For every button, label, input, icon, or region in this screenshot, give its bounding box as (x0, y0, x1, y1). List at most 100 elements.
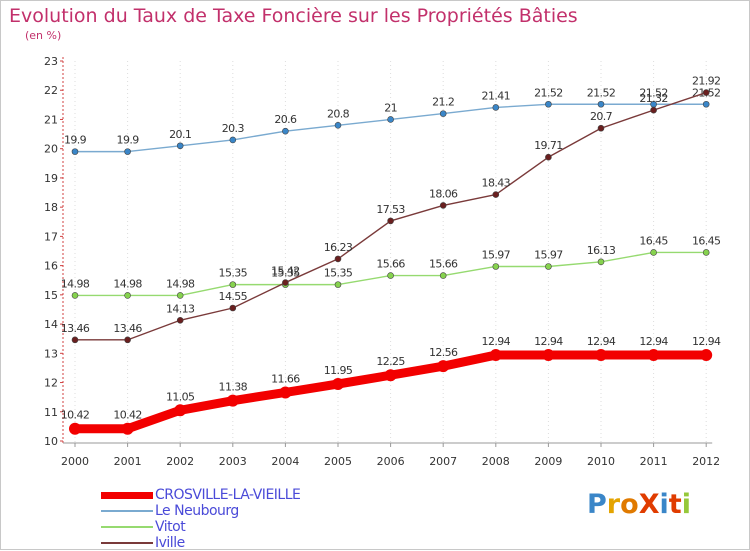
data-label-iville-2009: 19.71 (534, 139, 563, 152)
x-tick-label-2007: 2007 (429, 455, 457, 468)
data-label-iville-2010: 20.7 (590, 110, 613, 123)
point-vitot-2002 (176, 292, 184, 299)
legend-swatch-vitot (101, 526, 153, 528)
point-iville-2005 (334, 255, 342, 263)
y-tick-label-21: 21 (44, 113, 58, 126)
point-le-neubourg-2007 (439, 110, 447, 117)
y-tick-label-22: 22 (44, 84, 58, 97)
x-tick-label-2008: 2008 (482, 455, 510, 468)
point-vitot-2007 (439, 272, 447, 279)
data-label-le-neubourg-2002: 20.1 (169, 128, 191, 141)
point-vitot-2001 (124, 292, 131, 299)
x-tick-label-2005: 2005 (324, 455, 352, 468)
data-label-crosville-la-vieille-2008: 12.94 (482, 335, 511, 348)
point-iville-2011 (650, 106, 657, 114)
y-tick-label-23: 23 (44, 55, 58, 68)
x-tick-label-2009: 2009 (534, 455, 562, 468)
data-label-vitot-2006: 15.66 (376, 258, 405, 271)
point-le-neubourg-2010 (597, 100, 605, 108)
y-tick-label-19: 19 (44, 172, 58, 185)
data-label-crosville-la-vieille-2004: 11.66 (271, 372, 300, 385)
y-tick-label-15: 15 (44, 289, 58, 302)
chart-title: Evolution du Taux de Taxe Foncière sur l… (9, 5, 578, 27)
legend-label-iville: Iville (155, 535, 185, 551)
point-iville-2006 (387, 217, 394, 225)
x-tick-label-2011: 2011 (640, 455, 668, 468)
point-vitot-2000 (71, 292, 79, 299)
point-crosville-la-vieille-2002 (174, 404, 187, 417)
data-label-crosville-la-vieille-2010: 12.94 (587, 335, 616, 348)
y-tick-label-16: 16 (44, 260, 58, 273)
point-iville-2008 (492, 191, 500, 198)
data-label-le-neubourg-2006: 21 (384, 101, 397, 114)
y-tick-label-17: 17 (44, 230, 58, 243)
point-vitot-2010 (597, 258, 605, 266)
data-label-crosville-la-vieille-2009: 12.94 (534, 335, 563, 348)
x-tick-label-2001: 2001 (114, 455, 142, 468)
data-label-vitot-2004: 15.35 (271, 267, 300, 280)
data-label-vitot-2000: 14.98 (61, 277, 90, 290)
data-label-vitot-2003: 15.35 (219, 267, 248, 280)
point-le-neubourg-2006 (387, 116, 394, 123)
data-label-crosville-la-vieille-2002: 11.05 (166, 390, 195, 403)
point-vitot-2012 (702, 249, 710, 256)
logo-letter-5: t (668, 489, 682, 520)
logo-letter-0: P (587, 489, 607, 520)
data-label-iville-2003: 14.55 (219, 290, 248, 303)
point-crosville-la-vieille-2009 (542, 349, 555, 362)
point-le-neubourg-2001 (124, 148, 131, 155)
x-tick-label-2003: 2003 (219, 455, 247, 468)
chart-subtitle: (en %) (25, 29, 62, 42)
point-iville-2001 (124, 336, 131, 344)
point-crosville-la-vieille-2010 (595, 349, 607, 362)
data-label-iville-2004: 15.42 (271, 265, 300, 278)
data-label-le-neubourg-2011: 21.52 (639, 86, 668, 99)
data-label-le-neubourg-2005: 20.8 (327, 107, 350, 120)
x-tick-label-2010: 2010 (587, 455, 615, 468)
legend-label-crosville: CROSVILLE-LA-VIEILLE (155, 487, 301, 503)
data-label-crosville-la-vieille-2001: 10.42 (113, 409, 142, 422)
y-tick-label-18: 18 (44, 201, 58, 214)
point-iville-2000 (71, 336, 79, 344)
logo-letter-1: r (606, 489, 621, 520)
point-crosville-la-vieille-2007 (437, 360, 450, 373)
point-le-neubourg-2005 (334, 122, 342, 129)
data-label-le-neubourg-2007: 21.2 (432, 96, 454, 109)
data-label-le-neubourg-2008: 21.41 (482, 89, 511, 102)
point-crosville-la-vieille-2003 (226, 394, 239, 407)
point-iville-2012 (702, 89, 710, 96)
y-tick-label-13: 13 (44, 347, 58, 360)
point-crosville-la-vieille-2000 (69, 422, 81, 435)
x-tick-label-2004: 2004 (271, 455, 299, 468)
logo-letter-3: X (638, 489, 660, 520)
point-iville-2004 (282, 279, 289, 286)
data-label-vitot-2001: 14.98 (113, 277, 142, 290)
data-label-vitot-2011: 16.45 (639, 234, 668, 247)
data-label-vitot-2005: 15.35 (324, 267, 353, 280)
point-crosville-la-vieille-2006 (384, 369, 397, 382)
data-label-crosville-la-vieille-2005: 11.95 (324, 364, 353, 377)
y-tick-label-12: 12 (44, 377, 58, 390)
data-label-le-neubourg-2010: 21.52 (587, 86, 616, 99)
point-le-neubourg-2000 (71, 148, 79, 155)
x-tick-label-2012: 2012 (692, 455, 720, 468)
data-label-vitot-2009: 15.97 (534, 248, 563, 261)
point-vitot-2003 (229, 281, 237, 288)
x-tick-label-2002: 2002 (166, 455, 194, 468)
data-label-le-neubourg-2009: 21.52 (534, 86, 563, 99)
point-iville-2002 (176, 316, 184, 324)
point-le-neubourg-2002 (176, 142, 184, 150)
logo-letter-2: o (620, 489, 639, 520)
proxiti-logo: ProXiti (587, 489, 691, 520)
point-vitot-2006 (387, 272, 394, 279)
data-label-crosville-la-vieille-2006: 12.25 (376, 355, 405, 368)
x-tick-label-2006: 2006 (377, 455, 405, 468)
point-vitot-2011 (650, 249, 657, 256)
y-tick-label-20: 20 (44, 143, 58, 156)
y-tick-label-10: 10 (44, 435, 58, 448)
point-le-neubourg-2012 (702, 100, 710, 108)
legend-swatch-iville (101, 542, 153, 544)
data-label-crosville-la-vieille-2011: 12.94 (639, 335, 668, 348)
data-label-iville-2007: 18.06 (429, 187, 458, 200)
